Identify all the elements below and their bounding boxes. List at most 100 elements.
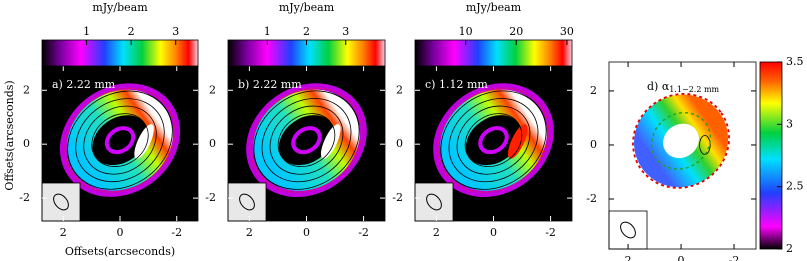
panel-title: c) 1.12 mm	[425, 78, 488, 91]
contour	[269, 105, 344, 175]
beam	[53, 193, 69, 211]
x-tick-label: 2	[625, 254, 632, 261]
y-tick-label: 0	[23, 137, 30, 150]
y-tick-label: 0	[209, 137, 216, 150]
cavity	[104, 126, 136, 155]
colorbar-tick-label: 20	[509, 25, 523, 38]
colorbar-tick-label: 10	[459, 25, 473, 38]
panel: a) 2.22 mm2 0 -220-2Offsets(arcseconds)Off…	[3, 1, 199, 258]
y-tick-label: 0	[590, 138, 597, 151]
colorbar-tick-label: 1	[264, 25, 271, 38]
cavity	[478, 126, 509, 155]
ring	[253, 89, 360, 191]
hot-spot	[134, 124, 154, 159]
hot-spot	[320, 124, 341, 159]
y-tick-label: -2	[392, 191, 403, 204]
x-tick-label: 0	[117, 226, 124, 239]
contour	[91, 113, 149, 167]
colorbar-label: mJy/beam	[92, 1, 148, 14]
colorbar-tick-label: 1	[83, 25, 90, 38]
x-tick-label: -2	[358, 226, 369, 239]
x-tick-label: -2	[171, 226, 182, 239]
contour	[464, 113, 523, 168]
colorbar-tick-label: 2	[303, 25, 310, 38]
colorbar-tick-label: 3.5	[786, 55, 804, 68]
contour	[456, 105, 531, 175]
contour	[448, 98, 539, 183]
halo	[246, 83, 367, 198]
contour	[277, 113, 336, 168]
image	[609, 62, 756, 249]
panel-title: b) 2.22 mm	[238, 78, 302, 91]
y-tick-label: -2	[19, 191, 30, 204]
beam-box	[227, 182, 267, 222]
hot-spot	[507, 124, 528, 159]
beam-box	[41, 182, 81, 222]
ring	[67, 89, 173, 191]
x-tick-label: 2	[246, 226, 253, 239]
panel: b) 2.22 mm 2 0 -2 2 0 -2 1 2 3 mJy/beam	[205, 1, 386, 239]
contour	[83, 105, 157, 175]
frame	[608, 61, 757, 250]
x-axis-label: Offsets(arcseconds)	[65, 245, 175, 258]
x-tick-label: 2	[60, 226, 67, 239]
y-axis-label: Offsets(arcseconds)	[3, 80, 16, 190]
y-tick-label: 2	[396, 83, 403, 96]
colorbar-tick-label: 3	[342, 25, 349, 38]
beam-box	[608, 210, 648, 250]
ring	[440, 89, 547, 191]
x-tick-label: 0	[303, 226, 310, 239]
panel-title: d) α	[647, 80, 670, 93]
halo	[59, 83, 181, 197]
colorbar-tick-label: 3	[172, 25, 179, 38]
contour	[75, 98, 165, 183]
colorbar-tick-label: 3	[786, 117, 793, 130]
x-tick-label: -2	[729, 254, 740, 261]
contour	[261, 98, 352, 183]
x-tick-label: 0	[678, 254, 685, 261]
panel-label: b) 2.22 mm	[238, 78, 302, 91]
contour	[440, 90, 547, 190]
x-tick-label: 2	[433, 226, 440, 239]
y-tick-label: 2	[209, 83, 216, 96]
model-ellipse	[250, 87, 363, 193]
colorbar-tick-label: 30	[560, 25, 574, 38]
colorbar	[759, 61, 783, 250]
beam	[620, 221, 636, 239]
alpha-contour	[699, 135, 711, 155]
contour	[253, 90, 360, 190]
x-tick-label: -2	[545, 226, 556, 239]
panel-label: d) α1.1−2.2 mm	[647, 80, 720, 94]
panel-title: a) 2.22 mm	[52, 78, 116, 91]
model-ellipse	[64, 87, 176, 193]
beam-box	[414, 182, 454, 222]
colorbar-tick-label: 2.5	[786, 180, 804, 193]
colorbar-label: mJy/beam	[466, 1, 522, 14]
x-tick-label: 0	[490, 226, 497, 239]
beam	[426, 193, 442, 211]
contour	[67, 90, 173, 190]
y-tick-label: -2	[205, 191, 216, 204]
y-tick-label: 0	[396, 137, 403, 150]
y-tick-label: 2	[590, 84, 597, 97]
y-tick-label: -2	[586, 192, 597, 205]
panel-label: c) 1.12 mm	[425, 78, 488, 91]
colorbar-tick-label: 2	[786, 242, 793, 255]
y-tick-label: 2	[23, 83, 30, 96]
halo	[433, 83, 554, 198]
alpha-ring	[634, 94, 729, 188]
cavity	[291, 126, 322, 155]
panel-subtitle: 1.1−2.2 mm	[669, 85, 719, 94]
panel: d) α1.1−2.2 mm 2 0 -2 2 0 -2 2 2.5 3 3.5	[586, 55, 803, 261]
beam	[239, 193, 255, 211]
panel-label: a) 2.22 mm	[52, 78, 116, 91]
alpha-hole	[671, 130, 691, 152]
inner-ellipse	[650, 112, 712, 170]
model-ellipse	[437, 87, 550, 193]
colorbar	[41, 39, 199, 67]
colorbar-tick-label: 2	[128, 25, 135, 38]
colorbar	[414, 39, 573, 67]
colorbar-label: mJy/beam	[279, 1, 335, 14]
